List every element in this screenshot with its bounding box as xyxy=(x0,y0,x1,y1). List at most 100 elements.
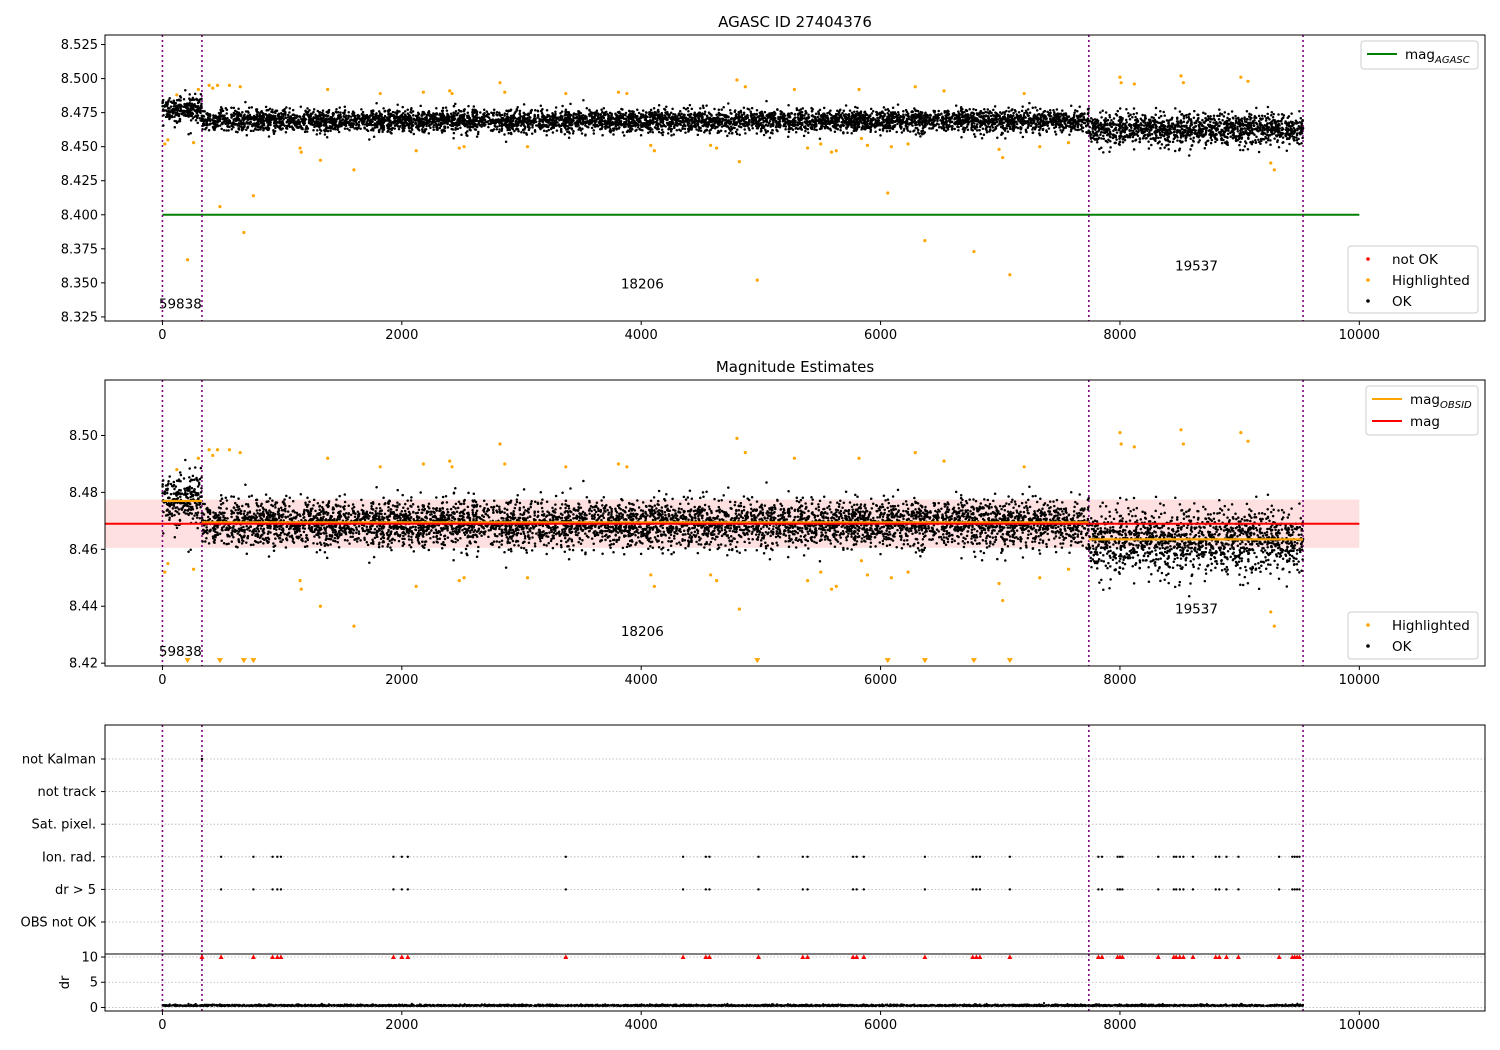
ok-point xyxy=(993,105,997,108)
ok-point xyxy=(863,114,867,118)
ok-point xyxy=(189,132,192,135)
ok-point xyxy=(763,110,767,114)
ok-point xyxy=(363,123,367,126)
ok-point xyxy=(166,101,169,104)
ok-point xyxy=(607,117,610,120)
ok-point xyxy=(225,129,228,132)
ok-point xyxy=(636,114,639,118)
ok-point xyxy=(288,111,291,114)
ok-point xyxy=(984,123,987,127)
ok-point xyxy=(412,132,416,136)
ok-point xyxy=(256,114,259,118)
ok-point xyxy=(1077,128,1081,131)
ok-point xyxy=(581,120,585,123)
ok-point xyxy=(454,110,458,113)
ok-point xyxy=(818,137,822,140)
ok-point xyxy=(651,122,654,125)
ok-point xyxy=(972,107,975,111)
ok-point xyxy=(731,123,735,126)
ok-point xyxy=(796,124,800,127)
ok-point xyxy=(539,104,543,107)
ok-point xyxy=(650,119,654,122)
ok-point xyxy=(814,122,817,125)
ok-point xyxy=(288,107,292,110)
ok-point xyxy=(610,118,613,121)
ok-point xyxy=(432,125,435,129)
ok-point xyxy=(966,128,970,131)
ok-point xyxy=(326,129,330,133)
ok-point xyxy=(555,129,559,132)
ok-point xyxy=(728,131,731,135)
ok-point xyxy=(627,113,631,116)
ok-point xyxy=(517,129,520,133)
ok-point xyxy=(387,113,390,116)
ok-point xyxy=(459,110,462,113)
ok-point xyxy=(897,113,901,116)
ok-point xyxy=(234,130,238,134)
ok-point xyxy=(893,120,897,123)
ok-point xyxy=(669,111,673,114)
ok-point xyxy=(647,131,650,135)
ok-point xyxy=(813,116,817,120)
ok-point xyxy=(406,108,409,111)
ok-point xyxy=(233,117,236,121)
ok-point xyxy=(799,127,803,130)
ok-point xyxy=(535,124,538,127)
ok-point xyxy=(742,111,746,115)
ok-point xyxy=(188,93,191,96)
ok-point xyxy=(656,117,659,120)
ok-point xyxy=(325,135,329,139)
ok-point xyxy=(347,110,350,114)
ok-point xyxy=(776,122,779,125)
ok-point xyxy=(266,128,270,132)
ok-point xyxy=(178,103,181,106)
ok-point xyxy=(468,117,472,121)
ok-point xyxy=(698,127,701,130)
ok-point xyxy=(804,127,808,130)
ok-point xyxy=(503,114,506,117)
ok-point xyxy=(224,122,227,126)
ok-point xyxy=(842,131,845,134)
ok-point xyxy=(572,129,575,133)
ok-point xyxy=(503,112,507,115)
ok-point xyxy=(533,129,537,132)
ok-point xyxy=(783,114,787,117)
ok-point xyxy=(172,99,176,103)
ok-point xyxy=(631,117,634,121)
ok-point xyxy=(649,108,653,112)
ok-point xyxy=(1015,122,1019,126)
ok-point xyxy=(673,115,676,119)
ok-point xyxy=(879,114,883,117)
ok-point xyxy=(582,99,585,102)
ok-point xyxy=(500,120,503,123)
ok-point xyxy=(172,105,176,108)
ok-point xyxy=(280,122,284,126)
ok-point xyxy=(283,112,287,115)
ok-point xyxy=(906,113,910,117)
ok-point xyxy=(909,122,913,126)
ok-point xyxy=(403,110,407,113)
ok-point xyxy=(212,114,215,117)
ok-point xyxy=(274,109,278,112)
ok-point xyxy=(313,125,316,129)
ok-point xyxy=(640,124,643,128)
ok-point xyxy=(323,124,326,127)
ok-point xyxy=(1000,112,1003,116)
ok-point xyxy=(1069,104,1073,107)
ok-point xyxy=(359,127,362,131)
ok-point xyxy=(747,126,750,130)
ok-point xyxy=(171,101,175,105)
ok-point xyxy=(790,112,794,115)
ok-point xyxy=(445,109,449,112)
ok-point xyxy=(464,131,468,135)
ok-point xyxy=(579,111,583,115)
ok-point xyxy=(964,113,967,116)
ok-point xyxy=(461,113,465,117)
ok-point xyxy=(870,112,874,115)
ok-point xyxy=(246,115,249,118)
ok-point xyxy=(748,128,751,132)
ok-point xyxy=(989,114,993,118)
ok-point xyxy=(421,111,425,114)
ok-point xyxy=(727,119,731,123)
ok-point xyxy=(291,108,295,112)
